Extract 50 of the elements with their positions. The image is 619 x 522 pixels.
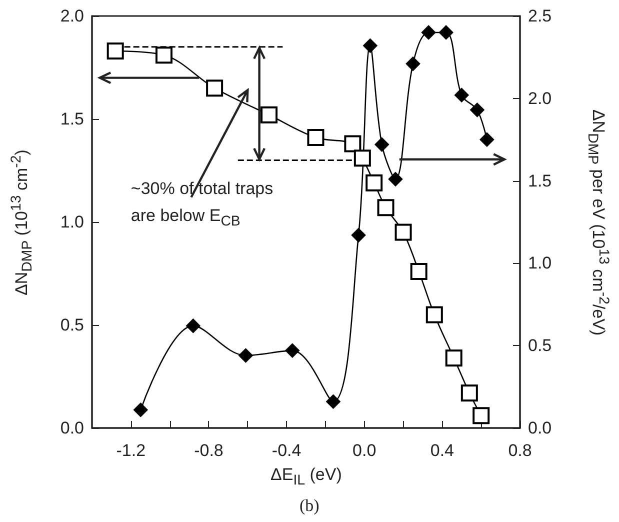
point [426, 306, 443, 324]
point [354, 150, 371, 167]
x-tick-label: -0.8 [194, 441, 224, 460]
y-tick-label: 2.0 [60, 6, 84, 26]
x-tick-label: -0.4 [272, 441, 302, 460]
x-tick-label: 0.0 [352, 441, 376, 460]
y2-tick-label: 2.5 [528, 6, 552, 26]
point [363, 38, 378, 53]
point [186, 318, 200, 333]
point [438, 25, 454, 40]
y2-tick-label: 0.5 [528, 336, 552, 356]
point [394, 224, 412, 241]
point [351, 228, 366, 242]
point [377, 199, 394, 216]
point [406, 56, 420, 71]
point [206, 80, 224, 97]
annotation: ~30% of total traps are below E$_{CB}$ [130, 178, 274, 231]
y2-tick-label: 1.0 [528, 254, 552, 273]
x-axis-title: ΔE$_{IL}$ (eV) [270, 464, 342, 488]
point [410, 262, 428, 280]
point [421, 25, 436, 40]
point [285, 343, 300, 358]
point [460, 384, 478, 402]
text: (b) [300, 496, 320, 516]
y2-tick-label: 2.0 [528, 88, 552, 108]
point [133, 402, 148, 418]
point [445, 349, 462, 366]
y-tick-label: 0.0 [60, 418, 84, 438]
point [388, 172, 403, 186]
point [307, 129, 324, 146]
x-tick-label: 0.4 [430, 441, 454, 460]
point [480, 132, 494, 147]
y-tick-label: 1.0 [60, 212, 84, 232]
point [344, 135, 362, 152]
point [326, 394, 340, 409]
point [238, 348, 253, 363]
point [155, 46, 172, 64]
point [472, 407, 490, 424]
y-tick-label: 1.5 [60, 110, 84, 128]
point [374, 137, 390, 152]
y-tick-label: 0.5 [60, 316, 84, 334]
x-tick-label: -1.2 [116, 441, 146, 460]
point [366, 174, 383, 192]
point [260, 106, 278, 124]
x-tick-label: 0.8 [508, 441, 532, 460]
y2-tick-label: 1.5 [528, 171, 552, 190]
point [454, 88, 469, 102]
y2-tick-label: 0.0 [528, 418, 552, 438]
point [470, 102, 484, 118]
point [106, 42, 124, 60]
